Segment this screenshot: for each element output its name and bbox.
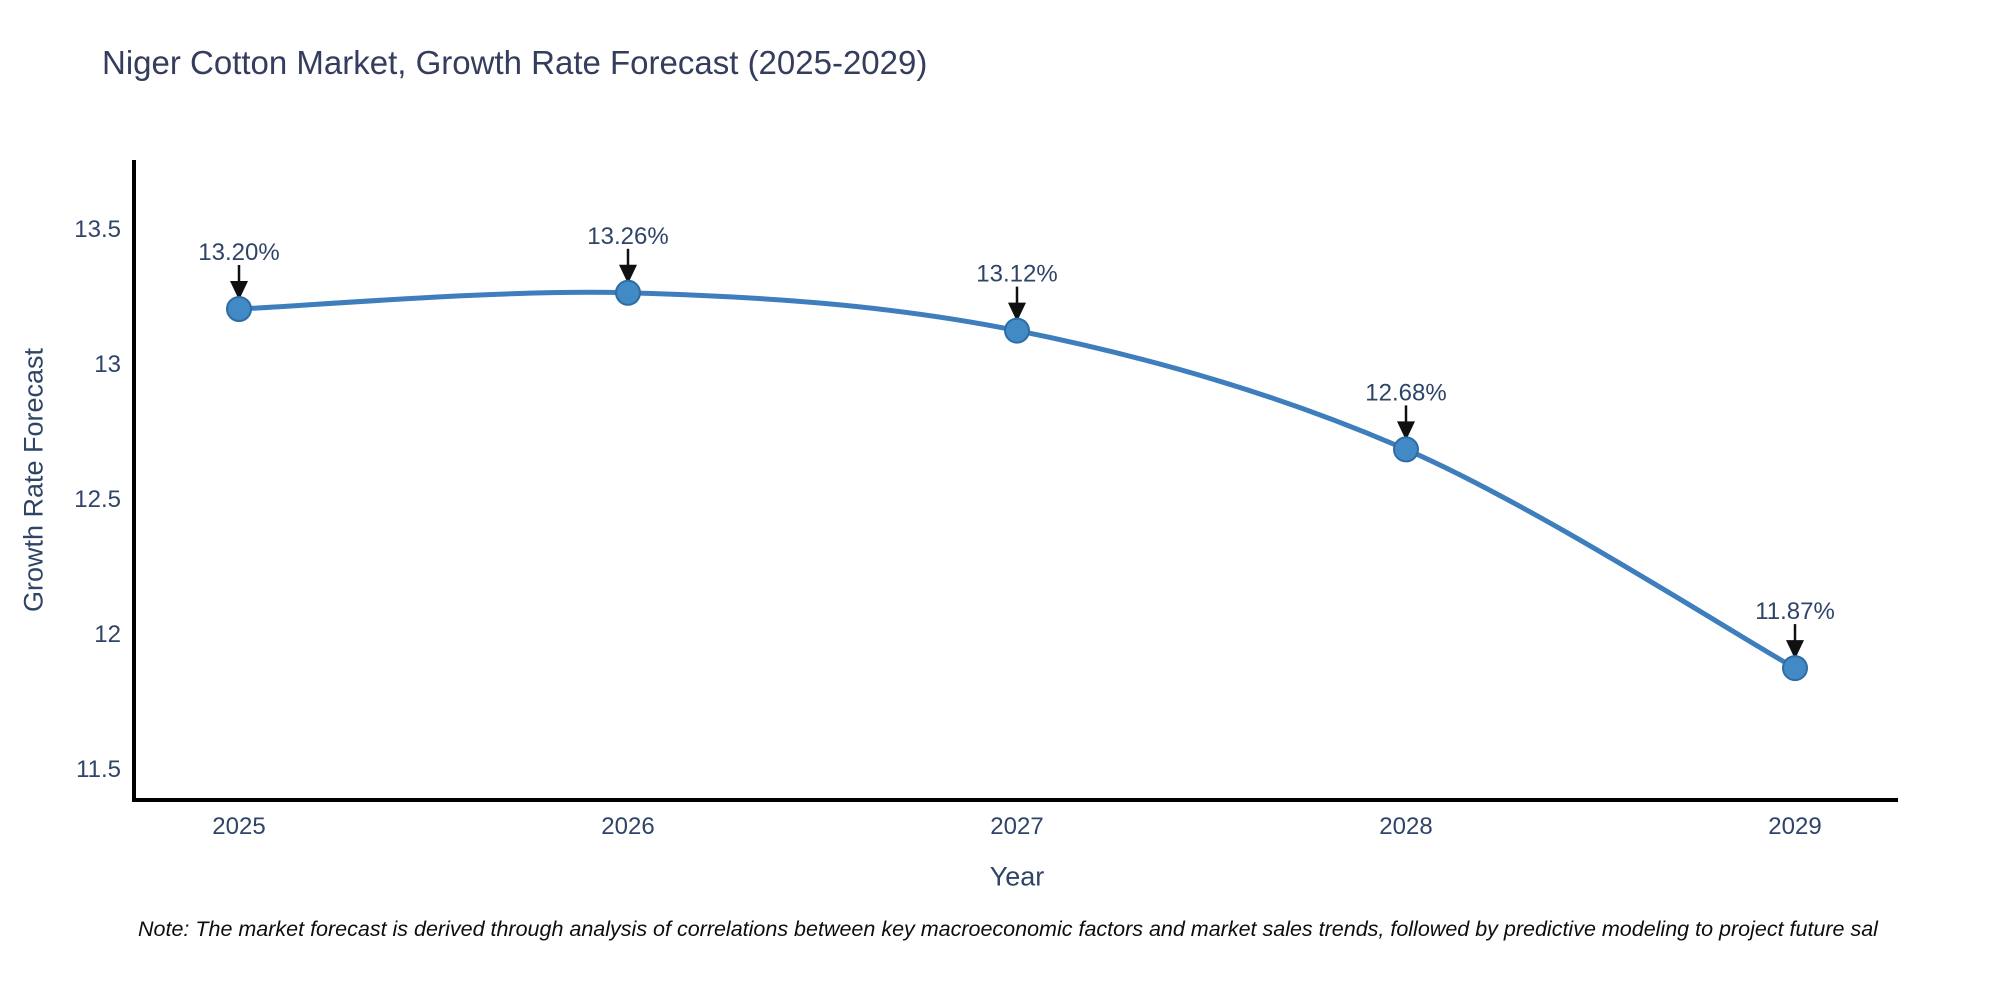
data-point-marker[interactable] bbox=[1004, 317, 1030, 344]
x-tick-label: 2027 bbox=[990, 813, 1043, 840]
y-tick-label: 13 bbox=[94, 351, 121, 378]
axis-lines bbox=[132, 160, 1898, 802]
data-point-marker[interactable] bbox=[615, 279, 641, 306]
footnote: Note: The market forecast is derived thr… bbox=[138, 917, 1878, 941]
y-tick-label: 12 bbox=[94, 621, 121, 648]
data-point-marker[interactable] bbox=[1782, 655, 1808, 682]
point-value-label: 11.87% bbox=[1755, 598, 1835, 625]
chart-title: Niger Cotton Market, Growth Rate Forecas… bbox=[102, 44, 928, 81]
point-value-label: 12.68% bbox=[1365, 379, 1446, 406]
y-tick-label: 12.5 bbox=[74, 486, 121, 513]
data-point-marker[interactable] bbox=[1393, 436, 1419, 463]
y-tick-label: 11.5 bbox=[76, 756, 121, 783]
annotation-arrow-head-icon bbox=[1008, 302, 1026, 322]
annotation-arrow-head-icon bbox=[1786, 640, 1804, 660]
annotation-arrow-head-icon bbox=[619, 264, 637, 284]
annotation-arrow-head-icon bbox=[1397, 421, 1415, 441]
x-tick-label: 2026 bbox=[601, 813, 654, 840]
point-value-label: 13.20% bbox=[198, 239, 279, 266]
point-value-label: 13.26% bbox=[587, 223, 668, 250]
point-value-label: 13.12% bbox=[976, 261, 1057, 288]
x-tick-label: 2025 bbox=[212, 813, 265, 840]
data-point-marker[interactable] bbox=[226, 296, 252, 322]
x-axis-title: Year bbox=[989, 861, 1045, 892]
forecast-line bbox=[236, 289, 1798, 671]
y-tick-label: 13.5 bbox=[74, 216, 121, 243]
annotation-arrow-head-icon bbox=[230, 281, 248, 300]
x-tick-label: 2028 bbox=[1379, 813, 1432, 840]
x-tick-label: 2029 bbox=[1768, 813, 1821, 840]
